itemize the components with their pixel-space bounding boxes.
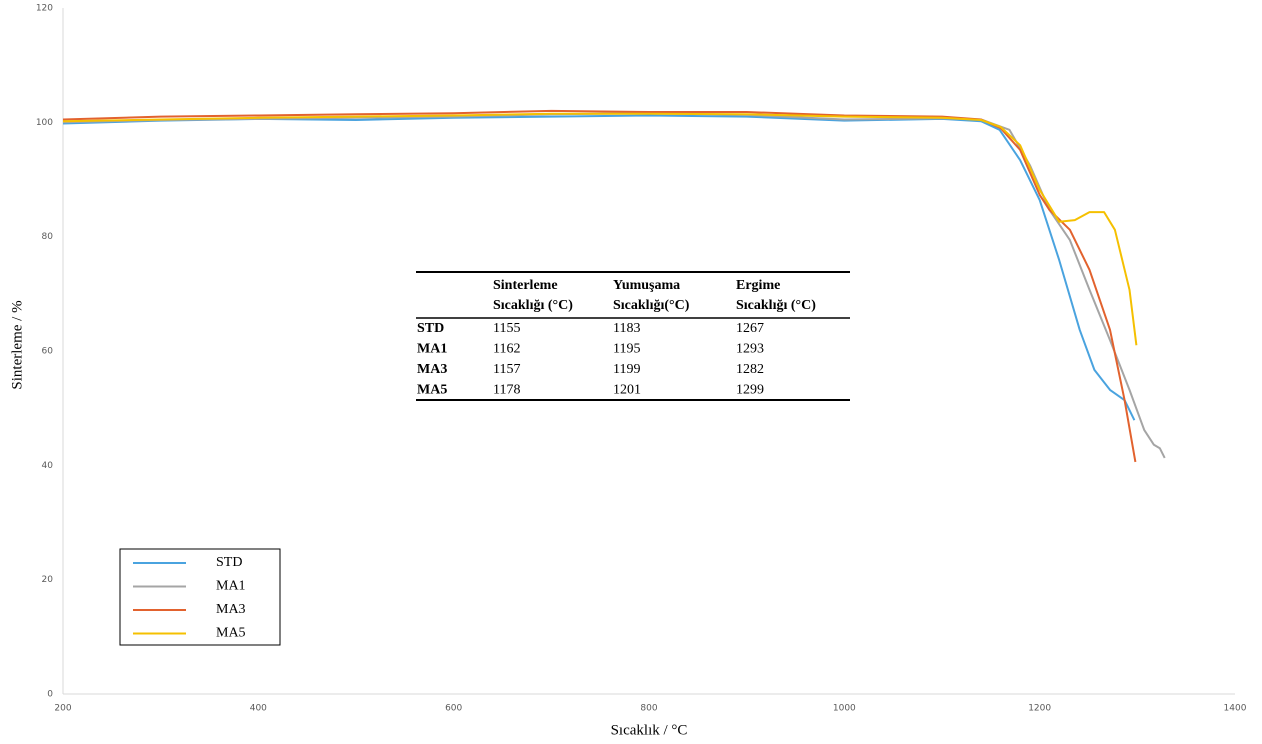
x-tick-label: 1000	[833, 704, 856, 714]
table-cell: 1282	[736, 362, 764, 377]
table-row-label: STD	[417, 321, 444, 336]
table-row-label: MA5	[417, 383, 447, 398]
table-header: Sinterleme	[493, 278, 558, 293]
x-tick-label: 200	[54, 704, 71, 714]
legend-label: STD	[216, 555, 242, 570]
table-row-label: MA3	[417, 362, 447, 377]
series-line	[62, 109, 1137, 463]
y-tick-label: 100	[36, 118, 53, 128]
series-line	[62, 112, 1138, 346]
y-tick-label: 20	[42, 575, 54, 585]
table-row-label: MA1	[417, 342, 447, 357]
x-axis-label: Sıcaklık / °C	[611, 722, 688, 738]
x-tick-label: 800	[640, 704, 657, 714]
y-axis-label: Sinterleme / %	[9, 300, 25, 389]
table-cell: 1195	[613, 342, 640, 357]
table-cell: 1299	[736, 383, 764, 398]
table-cell: 1157	[493, 362, 520, 377]
table-cell: 1293	[736, 342, 764, 357]
table-header: Sıcaklığı (°C)	[736, 298, 816, 313]
x-tick-label: 1400	[1224, 704, 1247, 714]
x-tick-label: 600	[445, 704, 462, 714]
y-tick-label: 80	[42, 232, 54, 242]
table-header: Sıcaklığı(°C)	[613, 298, 690, 313]
y-tick-label: 40	[42, 461, 54, 471]
y-tick-label: 60	[42, 347, 54, 357]
table-cell: 1162	[493, 342, 520, 357]
table-cell: 1155	[493, 321, 520, 336]
legend-box	[119, 548, 281, 646]
x-tick-label: 1200	[1028, 704, 1051, 714]
table-cell: 1178	[493, 383, 520, 398]
table-cell: 1199	[613, 362, 640, 377]
table-header: Ergime	[736, 278, 780, 293]
x-tick-label: 400	[250, 704, 267, 714]
y-tick-label: 0	[47, 690, 53, 700]
legend-label: MA5	[216, 626, 246, 641]
table-header: Yumuşama	[613, 278, 680, 293]
y-tick-label: 120	[36, 4, 53, 14]
table-header: Sıcaklığı (°C)	[493, 298, 573, 313]
legend-label: MA1	[216, 579, 246, 594]
legend-label: MA3	[216, 602, 246, 617]
series-line	[62, 114, 1136, 421]
table: Sinterleme Sıcaklığı (°C) Yumuşama Sıcaklığ…	[416, 271, 850, 401]
table-cell: 1183	[613, 321, 640, 336]
table-cell: 1267	[736, 321, 764, 336]
table-cell: 1201	[613, 383, 641, 398]
